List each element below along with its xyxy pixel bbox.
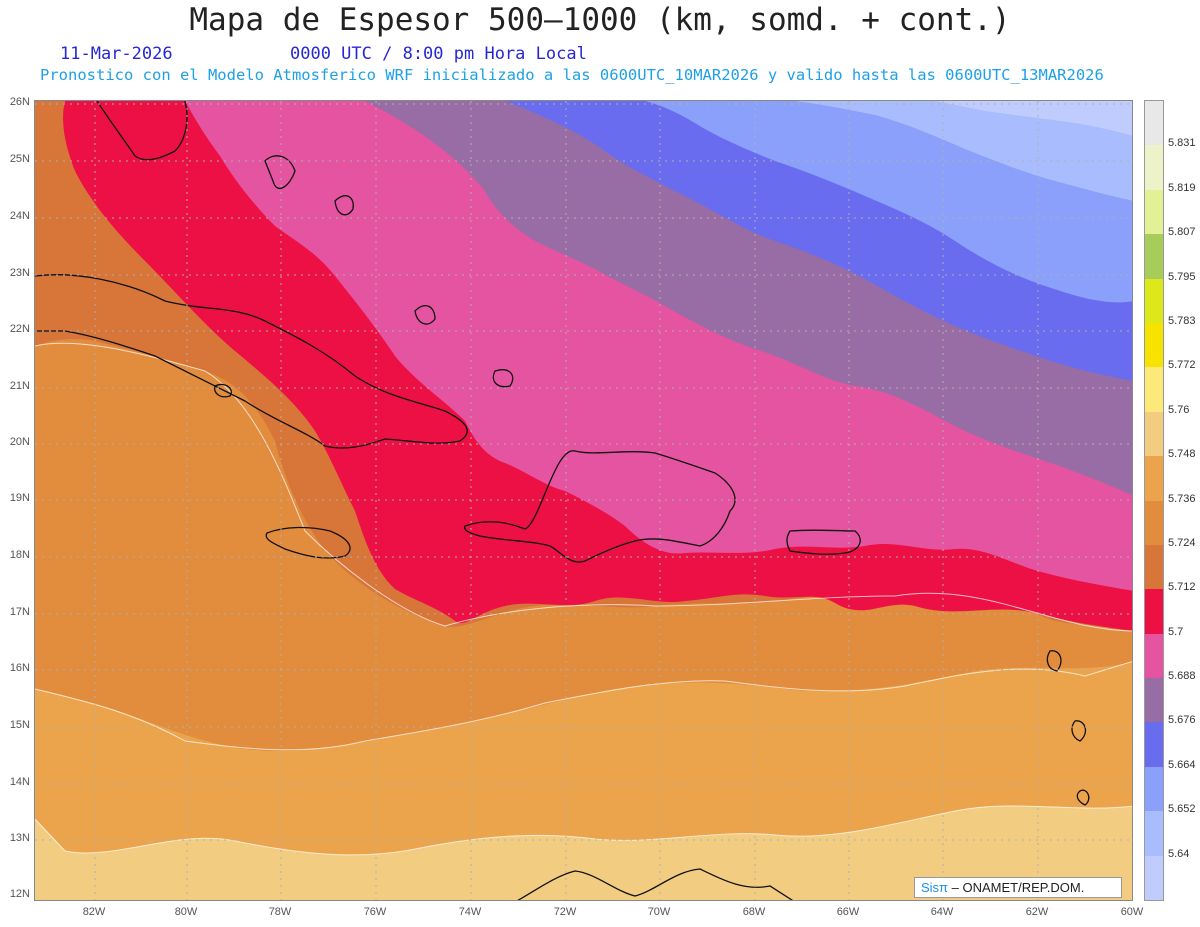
color-scale-label: 5.664 <box>1168 758 1196 771</box>
lat-label: 25N <box>9 153 30 165</box>
color-scale-label: 5.819 <box>1168 181 1196 194</box>
credit-text: – ONAMET/REP.DOM. <box>951 880 1085 895</box>
color-scale-segment <box>1145 678 1163 723</box>
color-scale-label: 5.7 <box>1168 625 1184 638</box>
color-scale-segment <box>1145 145 1163 191</box>
color-scale-label: 5.64 <box>1168 847 1190 860</box>
color-scale-segment <box>1145 189 1163 235</box>
color-scale-segment <box>1145 500 1163 546</box>
lon-label: 76W <box>363 906 387 918</box>
thickness-map-svg <box>35 101 1132 900</box>
color-scale-label: 5.688 <box>1168 670 1196 683</box>
lat-label: 23N <box>9 267 30 279</box>
color-scale-label: 5.807 <box>1168 226 1196 239</box>
lat-label: 26N <box>9 96 30 108</box>
color-scale-label: 5.652 <box>1168 803 1196 816</box>
color-scale-segment <box>1145 811 1163 857</box>
lon-label: 62W <box>1025 906 1049 918</box>
color-scale-label: 5.795 <box>1168 270 1196 283</box>
lat-label: 21N <box>9 380 30 392</box>
lat-label: 18N <box>9 549 30 561</box>
lat-label: 24N <box>9 210 30 222</box>
color-scale-segment <box>1145 101 1163 146</box>
credit-brand: Sisπ <box>921 880 949 895</box>
color-scale-segment <box>1145 855 1163 901</box>
forecast-time: 0000 UTC / 8:00 pm Hora Local <box>290 44 587 64</box>
forecast-date: 11-Mar-2026 <box>60 44 173 64</box>
color-scale-label: 5.76 <box>1168 403 1190 416</box>
lat-label: 17N <box>9 606 30 618</box>
color-scale-label: 5.676 <box>1168 714 1196 727</box>
lon-label: 64W <box>930 906 954 918</box>
lon-label: 74W <box>458 906 482 918</box>
lon-label: 60W <box>1120 906 1144 918</box>
color-scale-bar <box>1144 100 1164 901</box>
coastlines <box>35 101 1090 900</box>
color-scale-label: 5.724 <box>1168 536 1196 549</box>
lat-label: 19N <box>9 492 30 504</box>
lon-label: 78W <box>268 906 292 918</box>
lon-label: 70W <box>647 906 671 918</box>
color-scale-label: 5.736 <box>1168 492 1196 505</box>
lat-label: 15N <box>9 719 30 731</box>
color-scale-label: 5.783 <box>1168 314 1196 327</box>
lon-label: 72W <box>553 906 577 918</box>
map-title: Mapa de Espesor 500–1000 (km, somd. + co… <box>189 2 1011 38</box>
lat-label: 12N <box>9 888 30 900</box>
color-scale-label: 5.748 <box>1168 448 1196 461</box>
color-scale-segment <box>1145 411 1163 457</box>
lon-label: 80W <box>174 906 198 918</box>
color-scale-segment <box>1145 322 1163 368</box>
contour-lines <box>35 342 1132 856</box>
level-band-5640 <box>935 101 1132 136</box>
lat-label: 16N <box>9 662 30 674</box>
color-scale-label: 5.712 <box>1168 581 1196 594</box>
color-scale-segment <box>1145 456 1163 501</box>
color-scale-label: 5.772 <box>1168 359 1196 372</box>
thickness-map <box>34 100 1133 901</box>
lon-label: 66W <box>836 906 860 918</box>
color-scale-segment <box>1145 278 1163 324</box>
lat-label: 13N <box>9 832 30 844</box>
color-scale-segment <box>1145 234 1163 280</box>
lon-label: 82W <box>82 906 106 918</box>
lat-label: 14N <box>9 776 30 788</box>
credit-box: Sisπ – ONAMET/REP.DOM. <box>914 877 1122 898</box>
color-scale-segment <box>1145 367 1163 413</box>
graticule <box>35 101 1132 900</box>
color-scale-segment <box>1145 766 1163 812</box>
color-scale-segment <box>1145 722 1163 768</box>
color-scale-segment <box>1145 589 1163 635</box>
color-scale-label: 5.831 <box>1168 137 1196 150</box>
lat-label: 20N <box>9 436 30 448</box>
color-scale-segment <box>1145 544 1163 590</box>
level-band-5652 <box>795 101 1132 201</box>
color-scale-segment <box>1145 633 1163 679</box>
model-info: Pronostico con el Modelo Atmosferico WRF… <box>40 66 1104 84</box>
lon-label: 68W <box>742 906 766 918</box>
lat-label: 22N <box>9 323 30 335</box>
